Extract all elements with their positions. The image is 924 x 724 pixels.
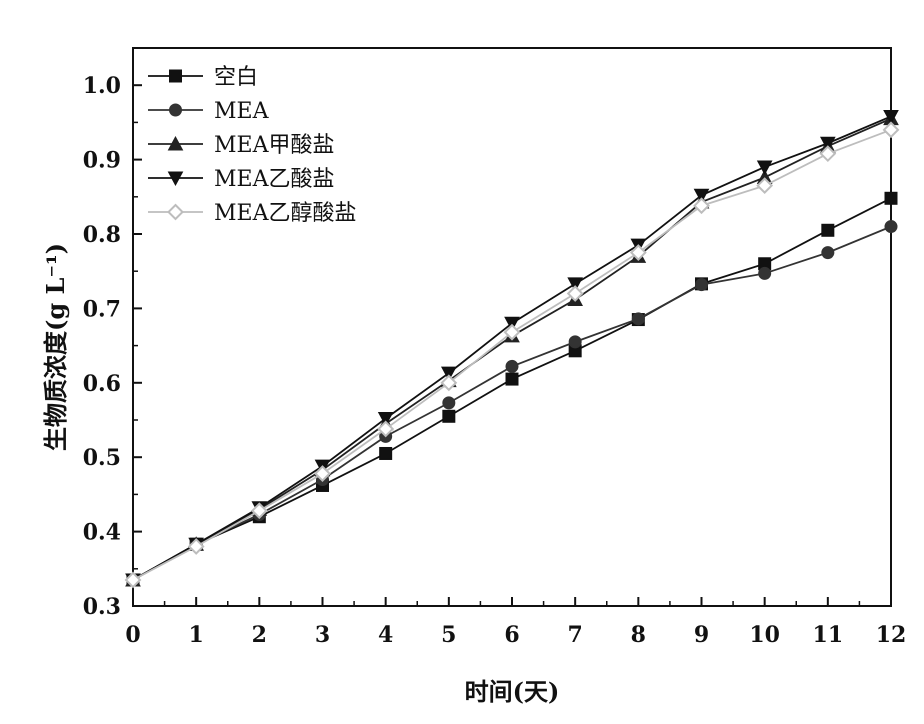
data-point (695, 278, 708, 292)
legend-marker (167, 135, 184, 151)
legend-marker (169, 103, 182, 117)
data-point (882, 121, 900, 139)
x-tick-label: 11 (813, 622, 844, 648)
legend-label: 空白 (214, 65, 258, 90)
data-point (440, 374, 458, 392)
legend-item: MEA (148, 99, 270, 124)
x-tick-label: 8 (631, 622, 646, 648)
y-tick-label: 0.7 (83, 296, 121, 322)
legend-marker (167, 171, 184, 187)
data-point (187, 538, 205, 555)
y-tick-label: 0.8 (83, 222, 121, 248)
y-tick-label: 0.4 (83, 520, 121, 546)
x-tick-label: 12 (876, 622, 907, 648)
data-point (821, 223, 835, 237)
legend: 空白 MEA MEA甲酸盐 MEA乙酸盐 MEA乙醇酸盐 (148, 65, 356, 226)
x-tick-label: 0 (125, 622, 140, 648)
data-point (756, 177, 774, 195)
legend-label: MEA乙醇酸盐 (214, 201, 356, 226)
x-tick-label: 6 (504, 622, 519, 648)
data-point (314, 465, 331, 482)
y-tick-label: 0.3 (83, 594, 121, 620)
data-point (379, 446, 393, 460)
x-tick-label: 1 (189, 622, 204, 648)
data-point (884, 191, 898, 205)
data-point (504, 316, 520, 332)
legend-marker (169, 69, 182, 83)
x-axis: 0 1 2 3 4 5 6 7 8 9 10 11 12 (125, 597, 906, 648)
data-point (440, 366, 457, 382)
legend-marker (167, 203, 184, 221)
y-tick-label: 0.9 (83, 148, 121, 174)
x-axis-title: 时间(天) (465, 677, 560, 706)
data-point (693, 188, 710, 204)
data-point (442, 409, 456, 423)
x-tick-label: 7 (568, 622, 583, 648)
data-point (693, 197, 710, 215)
data-point (631, 312, 645, 326)
x-tick-label: 5 (441, 622, 456, 648)
data-point (883, 109, 899, 125)
data-point (568, 335, 582, 349)
x-tick-label: 10 (749, 622, 780, 648)
legend-item: 空白 (148, 65, 258, 90)
series-1 (126, 191, 898, 587)
x-tick-label: 2 (252, 622, 267, 648)
data-point (442, 396, 456, 410)
y-tick-label: 0.6 (83, 371, 121, 397)
series-line (132, 225, 892, 581)
legend-label: MEA乙酸盐 (214, 167, 334, 192)
series-line (132, 197, 892, 581)
data-point (566, 285, 584, 302)
data-point (505, 372, 519, 386)
data-point (884, 220, 898, 234)
data-point (821, 246, 835, 260)
data-point (629, 244, 647, 262)
legend-label: MEA甲酸盐 (214, 133, 334, 158)
x-tick-label: 3 (315, 622, 330, 648)
data-point (124, 571, 142, 589)
data-point (505, 359, 519, 373)
series-line (132, 128, 892, 581)
data-point (503, 323, 521, 341)
legend-label: MEA (214, 99, 270, 124)
y-axis: 0.3 0.4 0.5 0.6 0.7 0.8 0.9 1.0 (83, 47, 142, 620)
data-point (377, 412, 394, 427)
y-tick-label: 0.5 (83, 445, 121, 471)
series-5 (124, 121, 900, 589)
data-point (819, 145, 837, 163)
series-2 (126, 220, 898, 587)
legend-item: MEA乙醇酸盐 (148, 201, 356, 226)
x-tick-label: 4 (378, 622, 393, 648)
data-point (567, 277, 584, 292)
x-tick-label: 9 (694, 622, 709, 648)
data-point (819, 136, 836, 152)
data-point (758, 266, 772, 280)
legend-item: MEA甲酸盐 (148, 133, 334, 158)
data-point (250, 502, 268, 520)
legend-item: MEA乙酸盐 (148, 167, 334, 192)
y-axis-title: 生物质浓度(g L⁻¹) (41, 243, 70, 451)
y-tick-label: 1.0 (83, 73, 121, 99)
data-point (756, 160, 773, 176)
data-point (377, 420, 395, 438)
series-layer (124, 109, 900, 589)
